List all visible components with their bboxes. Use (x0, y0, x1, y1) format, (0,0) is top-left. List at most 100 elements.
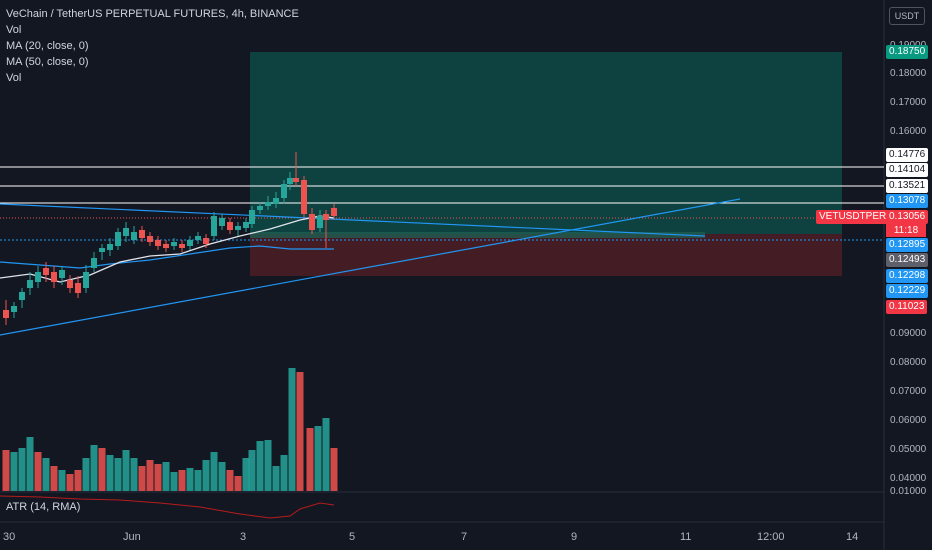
volume-bar (42, 458, 50, 491)
candle-body (131, 232, 137, 240)
volume-bar (256, 441, 264, 491)
time-tick: 9 (571, 531, 578, 543)
volume-bar (162, 462, 170, 491)
candle-body (211, 216, 217, 236)
candle-body (317, 216, 323, 228)
candle-body (323, 214, 329, 220)
candle-body (293, 178, 299, 182)
volume-bar (296, 372, 304, 491)
volume-bar (146, 460, 154, 491)
volume-bar (74, 470, 82, 491)
volume-bar (202, 460, 210, 491)
volume-bar (234, 476, 242, 491)
volume-bar (210, 452, 218, 491)
candlestick-series (3, 152, 337, 325)
candle-body (265, 202, 271, 206)
time-tick: 3 (240, 531, 247, 543)
ma20-line (0, 215, 335, 283)
volume-bar (122, 450, 130, 491)
price-tick: 0.01000 (890, 486, 927, 497)
volume-bar (178, 470, 186, 491)
price-tick: 0.05000 (890, 444, 927, 455)
candle-body (123, 228, 129, 236)
volume-bar (34, 452, 42, 491)
volume-bar (2, 450, 10, 491)
time-tick: 14 (846, 531, 859, 543)
volume-bar (50, 466, 58, 491)
candle-body (115, 232, 121, 246)
volume-bar (138, 466, 146, 491)
volume-bar (218, 462, 226, 491)
candle-body (19, 292, 25, 300)
candle-body (107, 244, 113, 250)
volume-bar (186, 468, 194, 491)
candle-body (301, 180, 307, 214)
volume-bar (306, 428, 314, 491)
volume-bar (330, 448, 338, 491)
volume-bar (242, 458, 250, 491)
volume-bar (66, 474, 74, 491)
volume-bar (82, 458, 90, 491)
legend-ma20[interactable]: MA (20, close, 0) (6, 40, 89, 52)
last-price-tag: 0.13056 (886, 210, 929, 224)
candle-body (287, 178, 293, 184)
candle-body (67, 280, 73, 288)
volume-bar (154, 464, 162, 491)
candle-body (75, 283, 81, 293)
atr-legend[interactable]: ATR (14, RMA) (6, 501, 81, 513)
time-tick: 12:00 (757, 531, 785, 543)
volume-bar (194, 470, 202, 491)
time-tick: 30 (3, 531, 16, 543)
volume-bar (280, 455, 288, 491)
candle-body (195, 236, 201, 240)
price-tag-level: 0.12493 (886, 253, 929, 267)
candle-body (273, 198, 279, 204)
price-tag-level: 0.14776 (886, 148, 929, 162)
price-tick: 0.16000 (890, 126, 927, 137)
volume-bar (106, 455, 114, 491)
entry-band (250, 232, 705, 238)
time-tick: 7 (461, 531, 468, 543)
candle-body (235, 226, 241, 230)
price-tag-target: 0.18750 (886, 45, 929, 59)
candle-body (309, 214, 315, 230)
candle-body (227, 222, 233, 230)
symbol-title[interactable]: VeChain / TetherUS PERPETUAL FUTURES, 4h… (6, 8, 299, 20)
price-tag-level: 0.13521 (886, 179, 929, 193)
volume-bar (98, 448, 106, 491)
candle-body (179, 244, 185, 248)
legend-ma50[interactable]: MA (50, close, 0) (6, 56, 89, 68)
ma50-line (0, 245, 334, 269)
time-tick: 11 (680, 531, 692, 543)
price-tick: 0.07000 (890, 386, 927, 397)
candle-body (147, 236, 153, 242)
price-tick: 0.06000 (890, 415, 927, 426)
candle-body (281, 184, 287, 198)
candle-body (249, 210, 255, 224)
legend-vol[interactable]: Vol (6, 24, 22, 36)
volume-bar (26, 437, 34, 491)
candle-body (257, 206, 263, 210)
bar-countdown: 11:18 (886, 224, 926, 237)
price-tag-level: 0.14104 (886, 163, 929, 177)
candle-body (83, 272, 89, 288)
volume-bar (58, 470, 66, 491)
time-tick: 5 (349, 531, 356, 543)
volume-bar (314, 426, 322, 491)
profit-zone (250, 52, 842, 234)
candle-body (3, 310, 9, 318)
candle-body (59, 270, 65, 278)
legend-vol-2[interactable]: Vol (6, 72, 22, 84)
price-tag-level: 0.13078 (886, 194, 929, 208)
candle-body (99, 248, 105, 252)
price-tick: 0.08000 (890, 357, 927, 368)
volume-bar (114, 458, 122, 491)
volume-bar (272, 466, 280, 491)
candle-body (187, 240, 193, 246)
currency-button[interactable]: USDT (889, 7, 925, 25)
candle-body (163, 244, 169, 248)
time-tick: Jun (123, 531, 141, 543)
price-tick: 0.17000 (890, 97, 927, 108)
rising-trendline (0, 198, 741, 336)
